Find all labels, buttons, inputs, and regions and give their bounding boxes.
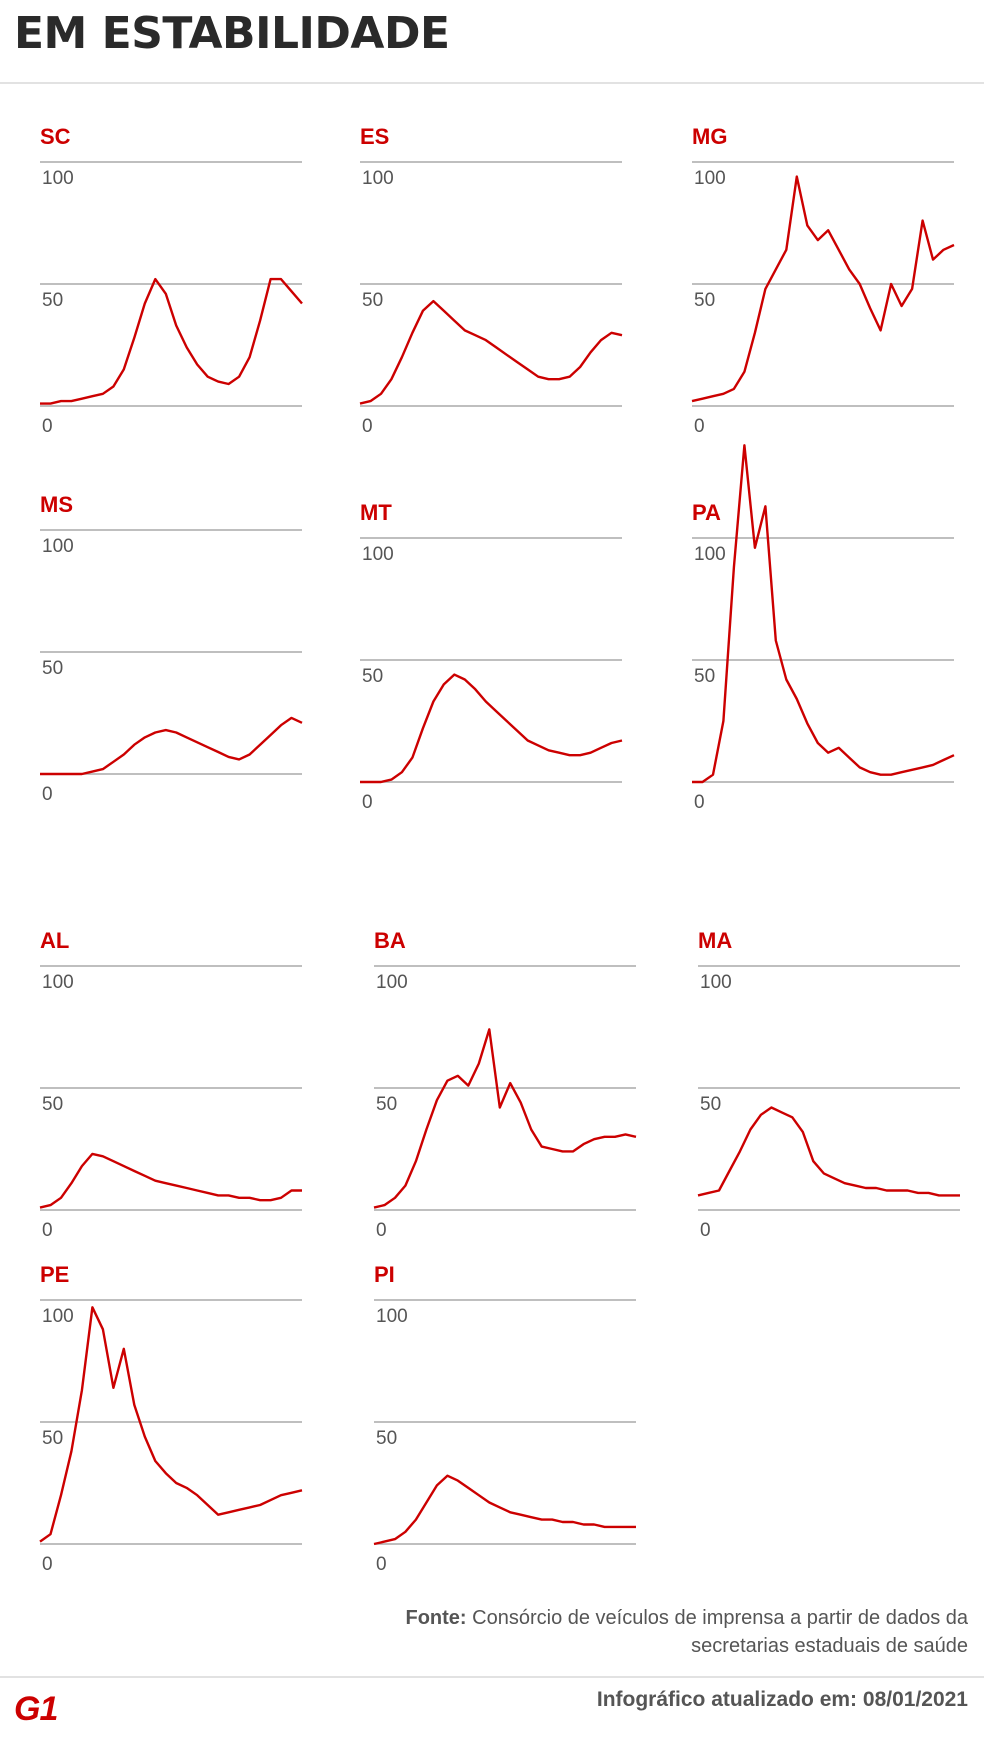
chart-svg: 0 50 100 <box>40 161 303 437</box>
chart-title: PI <box>374 1262 395 1287</box>
series-line-es <box>359 299 623 405</box>
y-tick-label: 0 <box>42 784 53 805</box>
y-tick-label: 50 <box>376 1428 397 1449</box>
y-tick-label: 50 <box>362 290 383 311</box>
y-tick-label: 100 <box>376 972 408 993</box>
series-line-pa <box>692 444 955 784</box>
y-tick-label: 100 <box>694 168 726 189</box>
series-line-pe <box>39 1306 303 1543</box>
chart-panel-mg: MG 0 50 100 <box>691 124 955 437</box>
g1-logo: G1 <box>14 1690 58 1728</box>
chart-svg: 0 50 100 <box>359 161 623 437</box>
series-line-pi <box>373 1474 636 1546</box>
footer-divider <box>0 1676 984 1678</box>
chart-panel-ba: BA 0 50 100 <box>373 928 637 1241</box>
y-tick-label: 0 <box>362 792 373 813</box>
series-line-ma <box>697 1106 960 1197</box>
y-tick-label: 100 <box>362 168 394 189</box>
y-tick-label: 0 <box>376 1554 387 1575</box>
chart-svg: 0 50 100 <box>373 1299 636 1575</box>
chart-panel-es: ES 0 50 100 <box>359 124 623 437</box>
page-title: EM ESTABILIDADE <box>14 8 450 59</box>
chart-title: AL <box>40 928 70 953</box>
chart-svg: 0 50 100 <box>360 537 623 813</box>
chart-svg: 0 50 100 <box>692 444 955 813</box>
chart-svg: 0 50 100 <box>691 161 955 437</box>
y-tick-label: 0 <box>42 1220 53 1241</box>
y-tick-label: 100 <box>362 544 394 565</box>
chart-title: ES <box>360 124 390 149</box>
chart-svg: 0 50 100 <box>40 529 303 805</box>
y-tick-label: 50 <box>376 1094 397 1115</box>
y-tick-label: 50 <box>42 290 63 311</box>
series-line-sc <box>40 277 303 405</box>
chart-panel-pe: PE 0 50 100 <box>39 1262 303 1575</box>
chart-panel-mt: MT 0 50 100 <box>360 500 623 813</box>
y-tick-label: 50 <box>694 666 715 687</box>
y-tick-label: 100 <box>376 1306 408 1327</box>
chart-svg: 0 50 100 <box>39 1299 303 1575</box>
chart-title: MA <box>698 928 733 953</box>
y-tick-label: 0 <box>362 416 373 437</box>
y-tick-label: 0 <box>694 416 705 437</box>
y-tick-label: 0 <box>42 416 53 437</box>
y-tick-label: 0 <box>42 1554 53 1575</box>
y-tick-label: 0 <box>700 1220 711 1241</box>
y-tick-label: 100 <box>42 972 74 993</box>
chart-svg: 0 50 100 <box>39 965 302 1241</box>
chart-svg: 0 50 100 <box>373 965 637 1241</box>
source-note: Fonte: Consórcio de veículos de imprensa… <box>348 1604 969 1660</box>
chart-title: PE <box>40 1262 70 1287</box>
y-tick-label: 50 <box>700 1094 721 1115</box>
chart-panel-sc: SC 0 50 100 <box>40 124 303 437</box>
chart-title: BA <box>374 928 406 953</box>
y-tick-label: 100 <box>42 536 74 557</box>
source-label: Fonte: <box>405 1607 467 1629</box>
chart-panel-ma: MA 0 50 100 <box>697 928 960 1241</box>
title-divider <box>0 82 984 84</box>
chart-title: PA <box>692 500 721 525</box>
chart-svg: 0 50 100 <box>697 965 960 1241</box>
y-tick-label: 100 <box>42 168 74 189</box>
chart-title: MT <box>360 500 392 525</box>
y-tick-label: 50 <box>694 290 715 311</box>
y-tick-label: 100 <box>700 972 732 993</box>
source-text: Consórcio de veículos de imprensa a part… <box>472 1607 968 1657</box>
series-line-ba <box>373 1028 637 1209</box>
y-tick-label: 0 <box>694 792 705 813</box>
series-line-mg <box>691 175 955 403</box>
y-tick-label: 50 <box>42 1428 63 1449</box>
chart-panel-pi: PI 0 50 100 <box>373 1262 636 1575</box>
chart-panel-al: AL 0 50 100 <box>39 928 302 1241</box>
chart-title: SC <box>40 124 71 149</box>
y-tick-label: 50 <box>42 1094 63 1115</box>
y-tick-label: 50 <box>42 658 63 679</box>
series-line-al <box>39 1152 302 1209</box>
chart-title: MG <box>692 124 728 149</box>
chart-panel-ms: MS 0 50 100 <box>40 492 303 805</box>
series-line-mt <box>360 673 623 784</box>
series-line-ms <box>40 716 303 776</box>
updated-date: Infográfico atualizado em: 08/01/2021 <box>596 1688 968 1711</box>
y-tick-label: 100 <box>42 1306 74 1327</box>
chart-title: MS <box>40 492 73 517</box>
y-tick-label: 0 <box>376 1220 387 1241</box>
y-tick-label: 100 <box>694 544 726 565</box>
y-tick-label: 50 <box>362 666 383 687</box>
chart-panel-pa: PA 0 50 100 <box>692 444 955 813</box>
